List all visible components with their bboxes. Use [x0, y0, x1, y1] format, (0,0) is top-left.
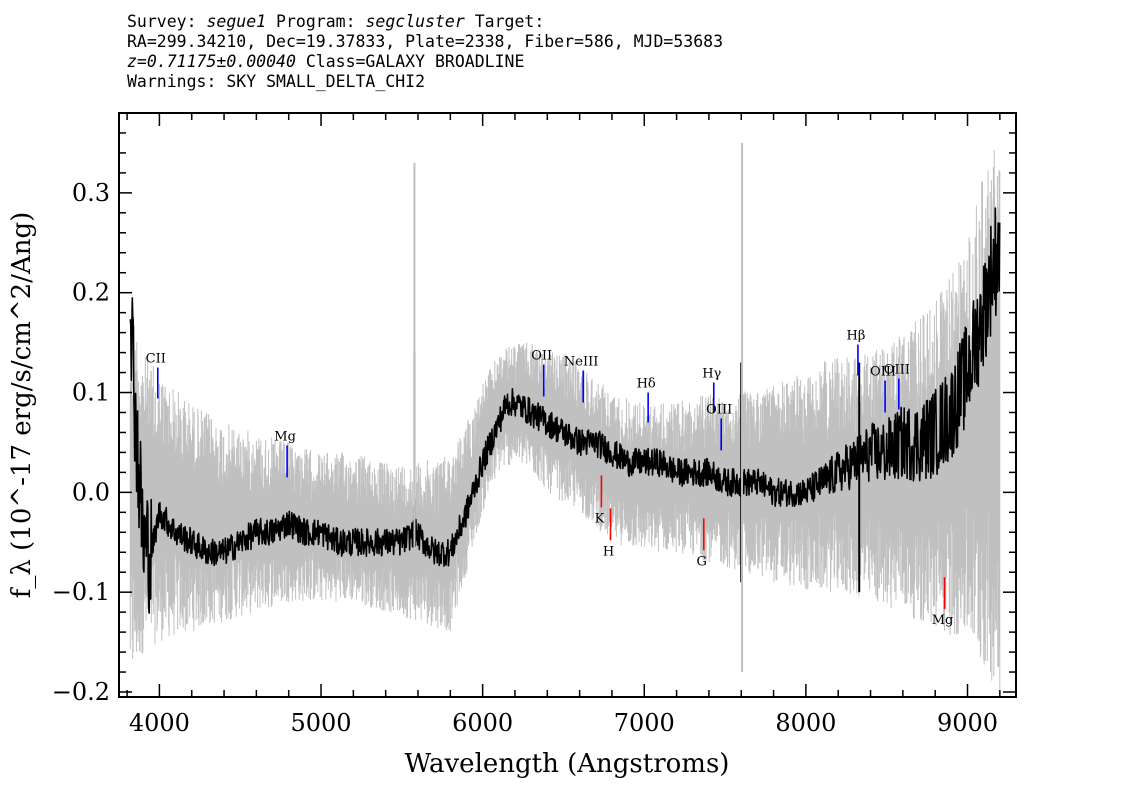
- flux-line: [129, 207, 1001, 614]
- line-marker-label: K: [595, 511, 605, 526]
- survey-label: Survey:: [127, 12, 197, 31]
- error-envelope: [129, 150, 1001, 690]
- line-marker-label: Mg: [274, 429, 296, 444]
- survey-value: segue1: [206, 12, 267, 31]
- line-marker-label: Mg: [932, 613, 954, 628]
- y-axis-title: f_λ (10^-17 erg/s/cm^2/Ang): [7, 212, 37, 598]
- y-tick-label: 0.0: [72, 478, 110, 506]
- flux-layer: [129, 207, 1001, 614]
- redshift-value: z=0.71175±0.00040: [127, 52, 296, 71]
- header-line-survey: Survey: segue1 Program: segcluster Targe…: [127, 12, 723, 32]
- axis-ticks: 4000 5000 6000 7000 8000 9000 0.3 0.2 0.1 0.0 −0.1…: [52, 113, 1016, 737]
- y-tick-label: −0.2: [52, 678, 110, 706]
- class-value: Class=GALAXY BROADLINE: [305, 52, 525, 71]
- error-envelope-layer: [129, 150, 1001, 690]
- line-marker-label: OIII: [870, 365, 896, 380]
- header-line-coords: RA=299.34210, Dec=19.37833, Plate=2338, …: [127, 32, 724, 51]
- program-value: segcluster: [365, 12, 465, 31]
- line-marker-label: CII: [146, 352, 166, 367]
- spike-layer: [413, 142, 861, 673]
- target-label: Target:: [474, 12, 545, 31]
- line-marker-label: G: [697, 554, 707, 569]
- line-marker-label: OIII: [706, 402, 732, 417]
- plot-frame: [118, 112, 1017, 698]
- y-tick-label: 0.3: [72, 179, 110, 207]
- y-tick-label: 0.2: [72, 279, 110, 307]
- line-marker-label: H: [603, 544, 614, 559]
- x-tick-label: 5000: [290, 709, 351, 737]
- x-tick-label: 8000: [775, 709, 836, 737]
- x-tick-label: 7000: [614, 709, 675, 737]
- x-tick-label: 6000: [452, 709, 513, 737]
- line-marker-label: NeIII: [564, 355, 598, 370]
- line-marker-label: OIII: [884, 363, 910, 378]
- line-marker-label: Hγ: [702, 367, 721, 382]
- x-tick-label: 9000: [937, 709, 998, 737]
- spectrum-header: Survey: segue1 Program: segcluster Targe…: [127, 12, 723, 92]
- header-line-class: z=0.71175±0.00040 Class=GALAXY BROADLINE: [127, 52, 723, 72]
- x-axis-title: Wavelength (Angstroms): [405, 749, 730, 779]
- program-label: Program:: [276, 12, 356, 31]
- y-tick-label: 0.1: [72, 379, 110, 407]
- x-tick-label: 4000: [129, 709, 190, 737]
- y-tick-label: −0.1: [52, 578, 110, 606]
- line-marker-label: Hδ: [637, 377, 656, 392]
- header-line-warnings: Warnings: SKY SMALL_DELTA_CHI2: [127, 72, 426, 91]
- line-marker-label: Hβ: [847, 329, 866, 344]
- line-marker-label: OII: [531, 349, 552, 364]
